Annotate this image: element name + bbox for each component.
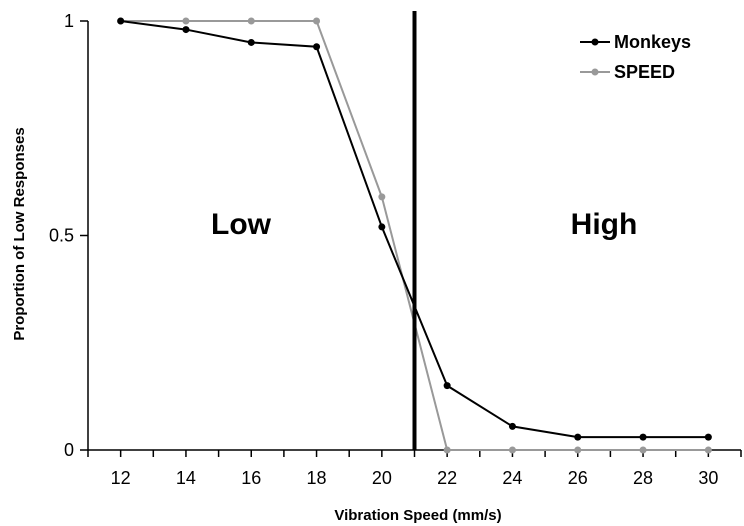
- legend-label-monkeys: Monkeys: [614, 32, 691, 52]
- y-axis-title: Proportion of Low Responses: [11, 127, 28, 340]
- x-axis-title: Vibration Speed (mm/s): [334, 507, 501, 524]
- axes: 12 14 16 18 20 22 24 26 28 30 0 0.5 1: [49, 11, 742, 488]
- data-point-monkeys: [247, 38, 255, 46]
- y-tick-label: 1: [64, 11, 74, 31]
- data-point-speed: [313, 17, 321, 25]
- y-tick-label: 0.5: [49, 226, 74, 246]
- data-point-monkeys: [704, 433, 712, 441]
- data-point-monkeys: [182, 26, 190, 34]
- data-point-speed: [247, 17, 255, 25]
- data-point-monkeys: [117, 17, 125, 25]
- data-point-monkeys: [313, 43, 321, 51]
- x-tick-label: 24: [502, 468, 522, 488]
- y-tick-label: 0: [64, 440, 74, 460]
- data-point-speed: [639, 446, 647, 454]
- data-point-speed: [704, 446, 712, 454]
- x-tick-label: 22: [437, 468, 457, 488]
- data-point-monkeys: [378, 223, 386, 231]
- x-tick-label: 28: [633, 468, 653, 488]
- x-tick-label: 16: [241, 468, 261, 488]
- region-labels: Low High: [211, 208, 637, 241]
- region-label-high: High: [571, 208, 638, 241]
- data-point-monkeys: [508, 422, 516, 430]
- data-point-monkeys: [574, 433, 582, 441]
- x-tick-label: 12: [111, 468, 131, 488]
- x-tick-label: 20: [372, 468, 392, 488]
- data-point-speed: [182, 17, 190, 25]
- x-tick-label: 26: [568, 468, 588, 488]
- data-point-speed: [508, 446, 516, 454]
- data-point-monkeys: [639, 433, 647, 441]
- legend-marker-monkeys: [591, 38, 599, 46]
- x-tick-label: 30: [698, 468, 718, 488]
- legend-marker-speed: [591, 68, 599, 76]
- data-point-speed: [443, 446, 451, 454]
- region-label-low: Low: [211, 208, 272, 241]
- legend-item-speed: SPEED: [580, 62, 675, 82]
- legend-item-monkeys: Monkeys: [580, 32, 691, 52]
- x-tick-label: 14: [176, 468, 196, 488]
- legend-label-speed: SPEED: [614, 62, 675, 82]
- data-point-speed: [574, 446, 582, 454]
- x-tick-label: 18: [307, 468, 327, 488]
- data-point-monkeys: [443, 382, 451, 390]
- data-point-speed: [378, 193, 386, 201]
- legend: Monkeys SPEED: [580, 32, 691, 82]
